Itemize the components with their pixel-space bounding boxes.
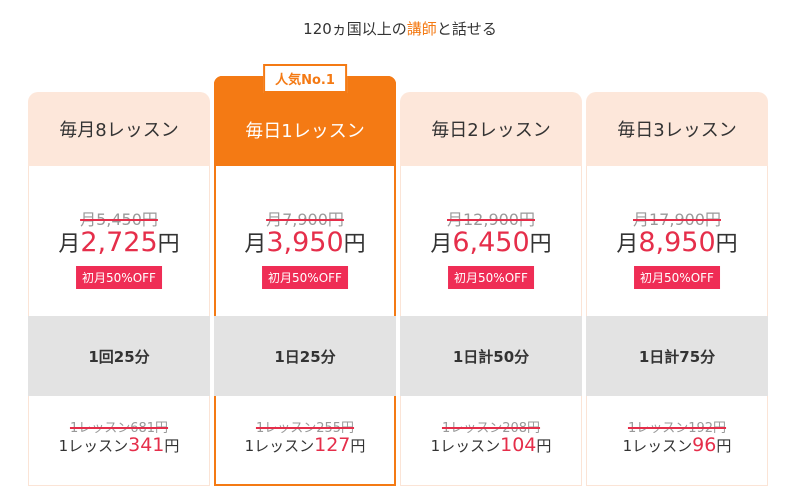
per-lesson-price: 1レッスン96円 bbox=[587, 434, 767, 456]
price-suffix: 円 bbox=[715, 232, 738, 257]
headline-prefix: 120ヵ国以上の bbox=[303, 20, 407, 38]
plan-name: 毎日2レッスン bbox=[400, 92, 582, 166]
price-suffix: 円 bbox=[529, 232, 552, 257]
lesson-frequency: 1回25分 bbox=[28, 316, 210, 396]
original-price: 月12,900円 bbox=[447, 210, 535, 229]
headline-highlight: 講師 bbox=[406, 20, 437, 38]
original-price: 月5,450円 bbox=[80, 210, 158, 229]
discount-badge: 初月50%OFF bbox=[634, 266, 720, 289]
per-lesson-price: 1レッスン104円 bbox=[401, 434, 581, 456]
lesson-frequency: 1日計50分 bbox=[400, 316, 582, 396]
per-lesson-value: 104 bbox=[500, 434, 537, 456]
lesson-frequency: 1日計75分 bbox=[586, 316, 768, 396]
discount-badge: 初月50%OFF bbox=[262, 266, 348, 289]
per-lesson-prefix: 1レッスン bbox=[622, 437, 693, 455]
per-lesson-suffix: 円 bbox=[716, 437, 732, 455]
price-suffix: 円 bbox=[343, 232, 366, 257]
price-suffix: 円 bbox=[157, 232, 180, 257]
discounted-price: 月8,950円 bbox=[587, 226, 767, 258]
plan-price-section: 月12,900円 月6,450円 初月50%OFF bbox=[400, 166, 582, 316]
plan-price-section: 月17,900円 月8,950円 初月50%OFF bbox=[586, 166, 768, 316]
discount-badge: 初月50%OFF bbox=[448, 266, 534, 289]
price-value: 6,450 bbox=[452, 227, 530, 258]
plan-name: 毎日3レッスン bbox=[586, 92, 768, 166]
lesson-frequency: 1日25分 bbox=[214, 316, 396, 396]
plan-card-daily-3[interactable]: 毎日3レッスン 月17,900円 月8,950円 初月50%OFF 1日計75分… bbox=[586, 92, 768, 486]
per-lesson-prefix: 1レッスン bbox=[58, 437, 129, 455]
original-per-lesson-price: 1レッスン192円 bbox=[627, 421, 727, 436]
per-lesson-suffix: 円 bbox=[350, 437, 366, 455]
popular-tag: 人気No.1 bbox=[263, 64, 347, 93]
original-per-lesson-price: 1レッスン208円 bbox=[441, 421, 541, 436]
original-price: 月17,900円 bbox=[633, 210, 721, 229]
plan-card-daily-2[interactable]: 毎日2レッスン 月12,900円 月6,450円 初月50%OFF 1日計50分… bbox=[400, 92, 582, 486]
discounted-price: 月6,450円 bbox=[401, 226, 581, 258]
plan-card-monthly-8[interactable]: 毎月8レッスン 月5,450円 月2,725円 初月50%OFF 1回25分 1… bbox=[28, 92, 210, 486]
discount-badge: 初月50%OFF bbox=[76, 266, 162, 289]
per-lesson-section: 1レッスン255円 1レッスン127円 bbox=[216, 396, 394, 486]
headline-suffix: と話せる bbox=[436, 20, 497, 38]
per-lesson-section: 1レッスン208円 1レッスン104円 bbox=[400, 396, 582, 486]
plan-price-section: 月7,900円 月3,950円 初月50%OFF bbox=[216, 166, 394, 316]
price-prefix: 月 bbox=[58, 232, 81, 257]
plan-price-section: 月5,450円 月2,725円 初月50%OFF bbox=[28, 166, 210, 316]
discounted-price: 月3,950円 bbox=[216, 226, 394, 258]
original-per-lesson-price: 1レッスン255円 bbox=[255, 421, 355, 436]
per-lesson-section: 1レッスン681円 1レッスン341円 bbox=[28, 396, 210, 486]
price-prefix: 月 bbox=[430, 232, 453, 257]
plan-name: 毎月8レッスン bbox=[28, 92, 210, 166]
per-lesson-prefix: 1レッスン bbox=[430, 437, 501, 455]
price-value: 3,950 bbox=[266, 227, 344, 258]
pricing-plans: 毎月8レッスン 月5,450円 月2,725円 初月50%OFF 1回25分 1… bbox=[28, 64, 772, 486]
per-lesson-prefix: 1レッスン bbox=[244, 437, 315, 455]
headline: 120ヵ国以上の講師と話せる bbox=[0, 18, 800, 39]
per-lesson-price: 1レッスン341円 bbox=[29, 434, 209, 456]
plan-card-daily-1[interactable]: 人気No.1 毎日1レッスン 月7,900円 月3,950円 初月50%OFF … bbox=[214, 64, 396, 486]
price-prefix: 月 bbox=[244, 232, 267, 257]
per-lesson-value: 127 bbox=[314, 434, 351, 456]
per-lesson-suffix: 円 bbox=[536, 437, 552, 455]
discounted-price: 月2,725円 bbox=[29, 226, 209, 258]
per-lesson-price: 1レッスン127円 bbox=[216, 434, 394, 456]
per-lesson-value: 341 bbox=[128, 434, 165, 456]
original-price: 月7,900円 bbox=[266, 210, 344, 229]
per-lesson-section: 1レッスン192円 1レッスン96円 bbox=[586, 396, 768, 486]
price-value: 8,950 bbox=[638, 227, 716, 258]
price-prefix: 月 bbox=[616, 232, 639, 257]
per-lesson-value: 96 bbox=[692, 434, 717, 456]
per-lesson-suffix: 円 bbox=[164, 437, 180, 455]
original-per-lesson-price: 1レッスン681円 bbox=[69, 421, 169, 436]
price-value: 2,725 bbox=[80, 227, 158, 258]
